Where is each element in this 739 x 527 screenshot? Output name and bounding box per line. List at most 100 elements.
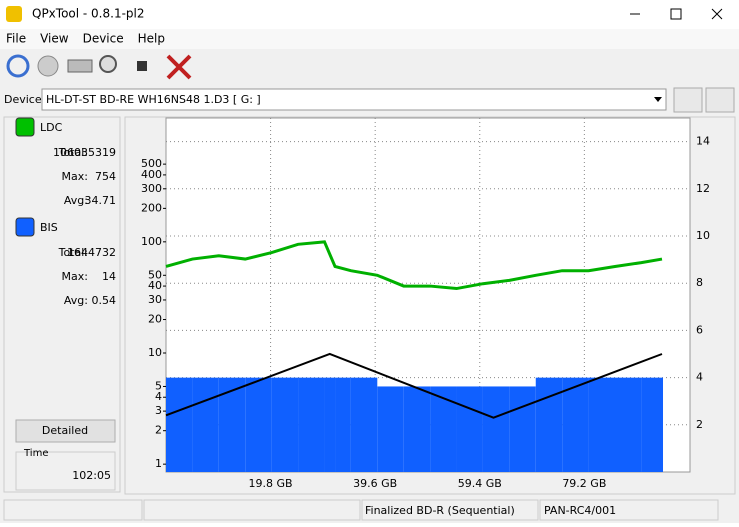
stat-value: 754 — [95, 170, 116, 183]
status-text: PAN-RC4/001 — [544, 504, 616, 517]
y-tick-label: 2 — [155, 424, 162, 437]
bar — [298, 377, 325, 472]
title-bar — [0, 0, 739, 29]
bar — [456, 386, 483, 472]
status-bar — [0, 498, 739, 523]
bar — [482, 386, 510, 472]
bar — [641, 377, 663, 472]
stat-value: 106035319 — [53, 146, 116, 159]
y-tick-label: 300 — [141, 182, 162, 195]
tool-refresh[interactable] — [6, 54, 30, 78]
bar — [166, 377, 193, 472]
y2-tick-label: 10 — [696, 229, 710, 242]
bar — [614, 377, 642, 472]
y-tick-label: 1 — [155, 457, 162, 470]
menu-bar — [0, 29, 739, 49]
time-box — [15, 451, 116, 491]
y2-tick-label: 8 — [696, 276, 703, 289]
x-tick-label: 19.8 GB — [249, 477, 293, 490]
device-select[interactable] — [41, 88, 667, 111]
bar — [535, 377, 563, 472]
y-tick-label: 4 — [155, 390, 162, 403]
status-cell — [361, 499, 539, 521]
time-label: Time — [23, 448, 48, 459]
tool-stop[interactable] — [137, 61, 147, 71]
y-tick-label: 5 — [155, 379, 162, 392]
legend-label: LDC — [40, 121, 63, 134]
y-tick-label: 50 — [148, 268, 162, 281]
stat-label: Avg: — [64, 294, 88, 307]
bar — [245, 377, 272, 472]
x-tick-label: 79.2 GB — [562, 477, 606, 490]
y-tick-label: 400 — [141, 168, 162, 181]
bar — [271, 377, 299, 472]
stat-value: 0.54 — [92, 294, 117, 307]
stat-value: 1644732 — [67, 246, 116, 259]
lock-button[interactable] — [705, 87, 735, 113]
y2-tick-label: 4 — [696, 371, 703, 384]
line-series — [165, 240, 663, 291]
speed-line — [165, 352, 663, 419]
y-tick-label: 20 — [148, 313, 162, 326]
y-tick-label: 3 — [155, 404, 162, 417]
y-tick-label: 500 — [141, 157, 162, 170]
window-title: QPxTool - 0.8.1-pl2 — [32, 7, 145, 21]
legend-label: BIS — [40, 221, 58, 234]
legend-swatch — [15, 217, 35, 237]
bar — [377, 386, 404, 472]
stat-value: 14 — [102, 270, 116, 283]
bar — [588, 377, 615, 472]
bar — [403, 386, 431, 472]
status-text: Finalized BD-R (Sequential) — [365, 504, 515, 517]
y-tick-label: 100 — [141, 235, 162, 248]
legend-swatch — [15, 117, 35, 137]
tool-disc[interactable] — [37, 55, 59, 77]
detailed-button[interactable] — [15, 419, 116, 443]
y-tick-label: 200 — [141, 201, 162, 214]
device-value: HL-DT-ST BD-RE WH16NS48 1.D3 [ G: ] — [46, 93, 261, 106]
menu-item[interactable]: Device — [83, 32, 124, 46]
stat-label: Max: — [62, 170, 88, 183]
bar — [218, 377, 246, 472]
stat-label: Total: — [58, 246, 88, 259]
x-tick-label: 39.6 GB — [353, 477, 397, 490]
status-cell — [3, 499, 143, 521]
y2-tick-label: 12 — [696, 182, 710, 195]
bar — [430, 386, 457, 472]
toolbar — [6, 54, 192, 80]
bar — [562, 377, 589, 472]
y-tick-label: 10 — [148, 346, 162, 359]
device-label: Device: — [4, 93, 45, 106]
tool-settings[interactable] — [166, 54, 192, 80]
time-value: 102:05 — [72, 469, 111, 482]
bar — [335, 377, 351, 472]
status-cell — [143, 499, 361, 521]
menu-item[interactable]: Help — [138, 32, 165, 46]
y2-tick-label: 2 — [696, 418, 703, 431]
y2-tick-label: 14 — [696, 135, 710, 148]
menu-item[interactable]: View — [40, 32, 69, 46]
y-tick-label: 40 — [148, 279, 162, 292]
maximize[interactable] — [670, 8, 682, 20]
bar — [509, 386, 536, 472]
stat-value: 34.71 — [85, 194, 117, 207]
status-cell — [539, 499, 719, 521]
eject-button[interactable] — [673, 87, 703, 113]
app-icon — [6, 6, 22, 22]
menu-item[interactable]: File — [6, 32, 26, 46]
close[interactable] — [711, 8, 723, 20]
bar — [324, 377, 336, 472]
tool-drive[interactable] — [67, 59, 93, 73]
stats-panel — [3, 116, 121, 493]
dropdown-arrow — [654, 97, 662, 102]
y2-tick-label: 6 — [696, 323, 703, 336]
x-tick-label: 59.4 GB — [458, 477, 502, 490]
detailed-label: Detailed — [42, 424, 88, 437]
bar — [662, 377, 664, 472]
stat-label: Max: — [62, 270, 88, 283]
tool-scan[interactable] — [99, 55, 117, 73]
bar — [350, 377, 378, 472]
bar — [192, 377, 219, 472]
stat-label: Avg: — [64, 194, 88, 207]
